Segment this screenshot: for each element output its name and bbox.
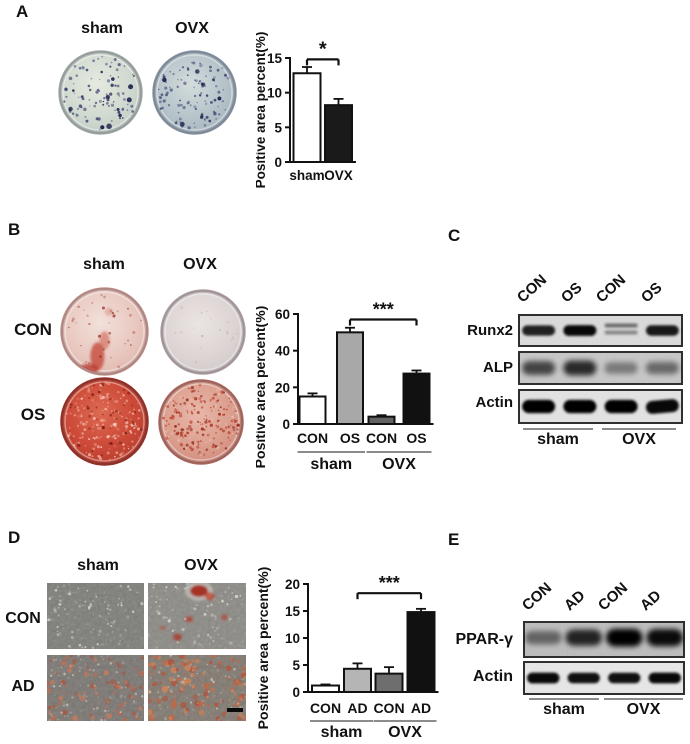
svg-text:OVX: OVX	[382, 456, 416, 473]
panel-c-group-label-sham: sham	[537, 431, 579, 448]
panel-e-lane-label-3: CON	[594, 579, 632, 615]
culture-dish-con-ovx	[160, 289, 246, 375]
panel-b-row-label-os: OS	[20, 405, 46, 424]
panel-b-bar-chart: Positive area percent(%) 0 20 40 60 CON OS CON O…	[256, 282, 442, 484]
panel-c-lane-label-2: OS	[557, 279, 586, 307]
svg-text:AD: AD	[347, 700, 367, 716]
svg-text:OS: OS	[340, 430, 360, 446]
svg-text:0: 0	[274, 155, 282, 170]
svg-text:***: ***	[379, 573, 400, 593]
culture-dish-con-sham	[60, 287, 149, 376]
panel-e-blot-label-pparg: PPAR-γ	[455, 631, 514, 648]
svg-text:0: 0	[292, 685, 300, 700]
micrograph-con-ovx	[148, 583, 246, 649]
panel-e-group-label-ovx: OVX	[626, 701, 661, 718]
panel-d-bar-chart: Positive area percent(%) 0 5 10 15 20 CON AD CON…	[256, 548, 442, 744]
panel-b-row-label-con: CON	[14, 320, 52, 339]
panel-e-group-line-ovx	[604, 698, 683, 700]
svg-text:CON: CON	[310, 700, 341, 716]
panel-c-lane-label-1: CON	[513, 271, 551, 307]
svg-text:60: 60	[275, 307, 290, 322]
panel-b-col-header-ovx: OVX	[183, 256, 217, 273]
culture-dish-os-ovx	[158, 379, 244, 465]
panel-d-col-header-sham: sham	[77, 557, 119, 574]
svg-text:20: 20	[275, 380, 290, 395]
culture-dish-os-sham	[60, 377, 149, 466]
svg-text:*: *	[319, 38, 327, 60]
panel-b-label: B	[8, 220, 21, 239]
panel-e-group-label-sham: sham	[543, 701, 585, 718]
svg-text:15: 15	[285, 604, 301, 619]
svg-text:OS: OS	[406, 430, 426, 446]
svg-text:0: 0	[282, 417, 290, 432]
panel-c-group-label-ovx: OVX	[622, 431, 656, 448]
panel-c-group-line-sham	[523, 428, 593, 430]
svg-text:sham: sham	[289, 168, 324, 183]
svg-text:CON: CON	[297, 430, 328, 446]
western-blot-actin-e	[523, 661, 685, 695]
micrograph-con-sham	[47, 583, 144, 649]
panel-e-lane-label-4: AD	[636, 587, 665, 615]
svg-text:Positive area percent(%): Positive area percent(%)	[256, 306, 268, 469]
svg-text:***: ***	[373, 300, 394, 320]
panel-c-lane-label-3: CON	[592, 271, 630, 307]
panel-d-label: D	[8, 528, 21, 547]
svg-text:OVX: OVX	[324, 168, 353, 183]
svg-text:OVX: OVX	[388, 724, 422, 741]
panel-e-blot-label-actin: Actin	[473, 668, 513, 685]
svg-text:AD: AD	[411, 700, 431, 716]
panel-c-blot-label-actin: Actin	[475, 394, 514, 411]
svg-text:5: 5	[274, 120, 282, 135]
western-blot-runx2	[518, 314, 683, 347]
panel-d-col-header-ovx: OVX	[184, 557, 218, 574]
svg-text:CON: CON	[373, 700, 404, 716]
svg-text:15: 15	[267, 51, 283, 66]
panel-a-label: A	[16, 2, 29, 21]
panel-e-lane-label-2: AD	[560, 587, 589, 615]
panel-d-row-label-ad: AD	[11, 678, 35, 695]
panel-c-lane-label-4: OS	[637, 279, 666, 307]
svg-text:CON: CON	[366, 430, 397, 446]
svg-text:sham: sham	[310, 456, 352, 473]
western-blot-pparg	[523, 621, 685, 658]
panel-a-col-header-ovx: OVX	[175, 20, 209, 37]
panel-c-label: C	[448, 226, 461, 245]
micrograph-ad-sham	[47, 655, 144, 721]
scale-bar	[227, 708, 243, 712]
svg-text:Positive area percent(%): Positive area percent(%)	[256, 567, 271, 730]
culture-dish-alp-ovx	[152, 50, 237, 135]
panel-a-bar-chart: Positive area percent(%) 0 5 10 15 sham OVX *	[256, 12, 406, 208]
panel-a-col-header-sham: sham	[81, 20, 123, 37]
western-blot-alp	[518, 351, 683, 385]
panel-d-row-label-con: CON	[5, 610, 41, 627]
panel-e-lane-label-1: CON	[518, 579, 556, 615]
western-blot-actin-c	[518, 389, 683, 424]
panel-c-blot-label-alp: ALP	[483, 359, 513, 376]
panel-b-col-header-sham: sham	[83, 256, 125, 273]
culture-dish-alp-sham	[58, 50, 143, 135]
panel-e-group-line-sham	[529, 698, 599, 700]
svg-text:10: 10	[285, 631, 300, 646]
svg-text:20: 20	[285, 577, 300, 592]
panel-c-group-line-ovx	[602, 428, 676, 430]
svg-text:10: 10	[267, 86, 282, 101]
svg-text:sham: sham	[321, 724, 363, 741]
panel-c-blot-label-runx2: Runx2	[467, 322, 513, 339]
svg-text:40: 40	[275, 344, 290, 359]
svg-text:Positive area percent(%): Positive area percent(%)	[256, 32, 268, 189]
panel-e-label: E	[448, 530, 460, 549]
svg-text:5: 5	[292, 658, 300, 673]
